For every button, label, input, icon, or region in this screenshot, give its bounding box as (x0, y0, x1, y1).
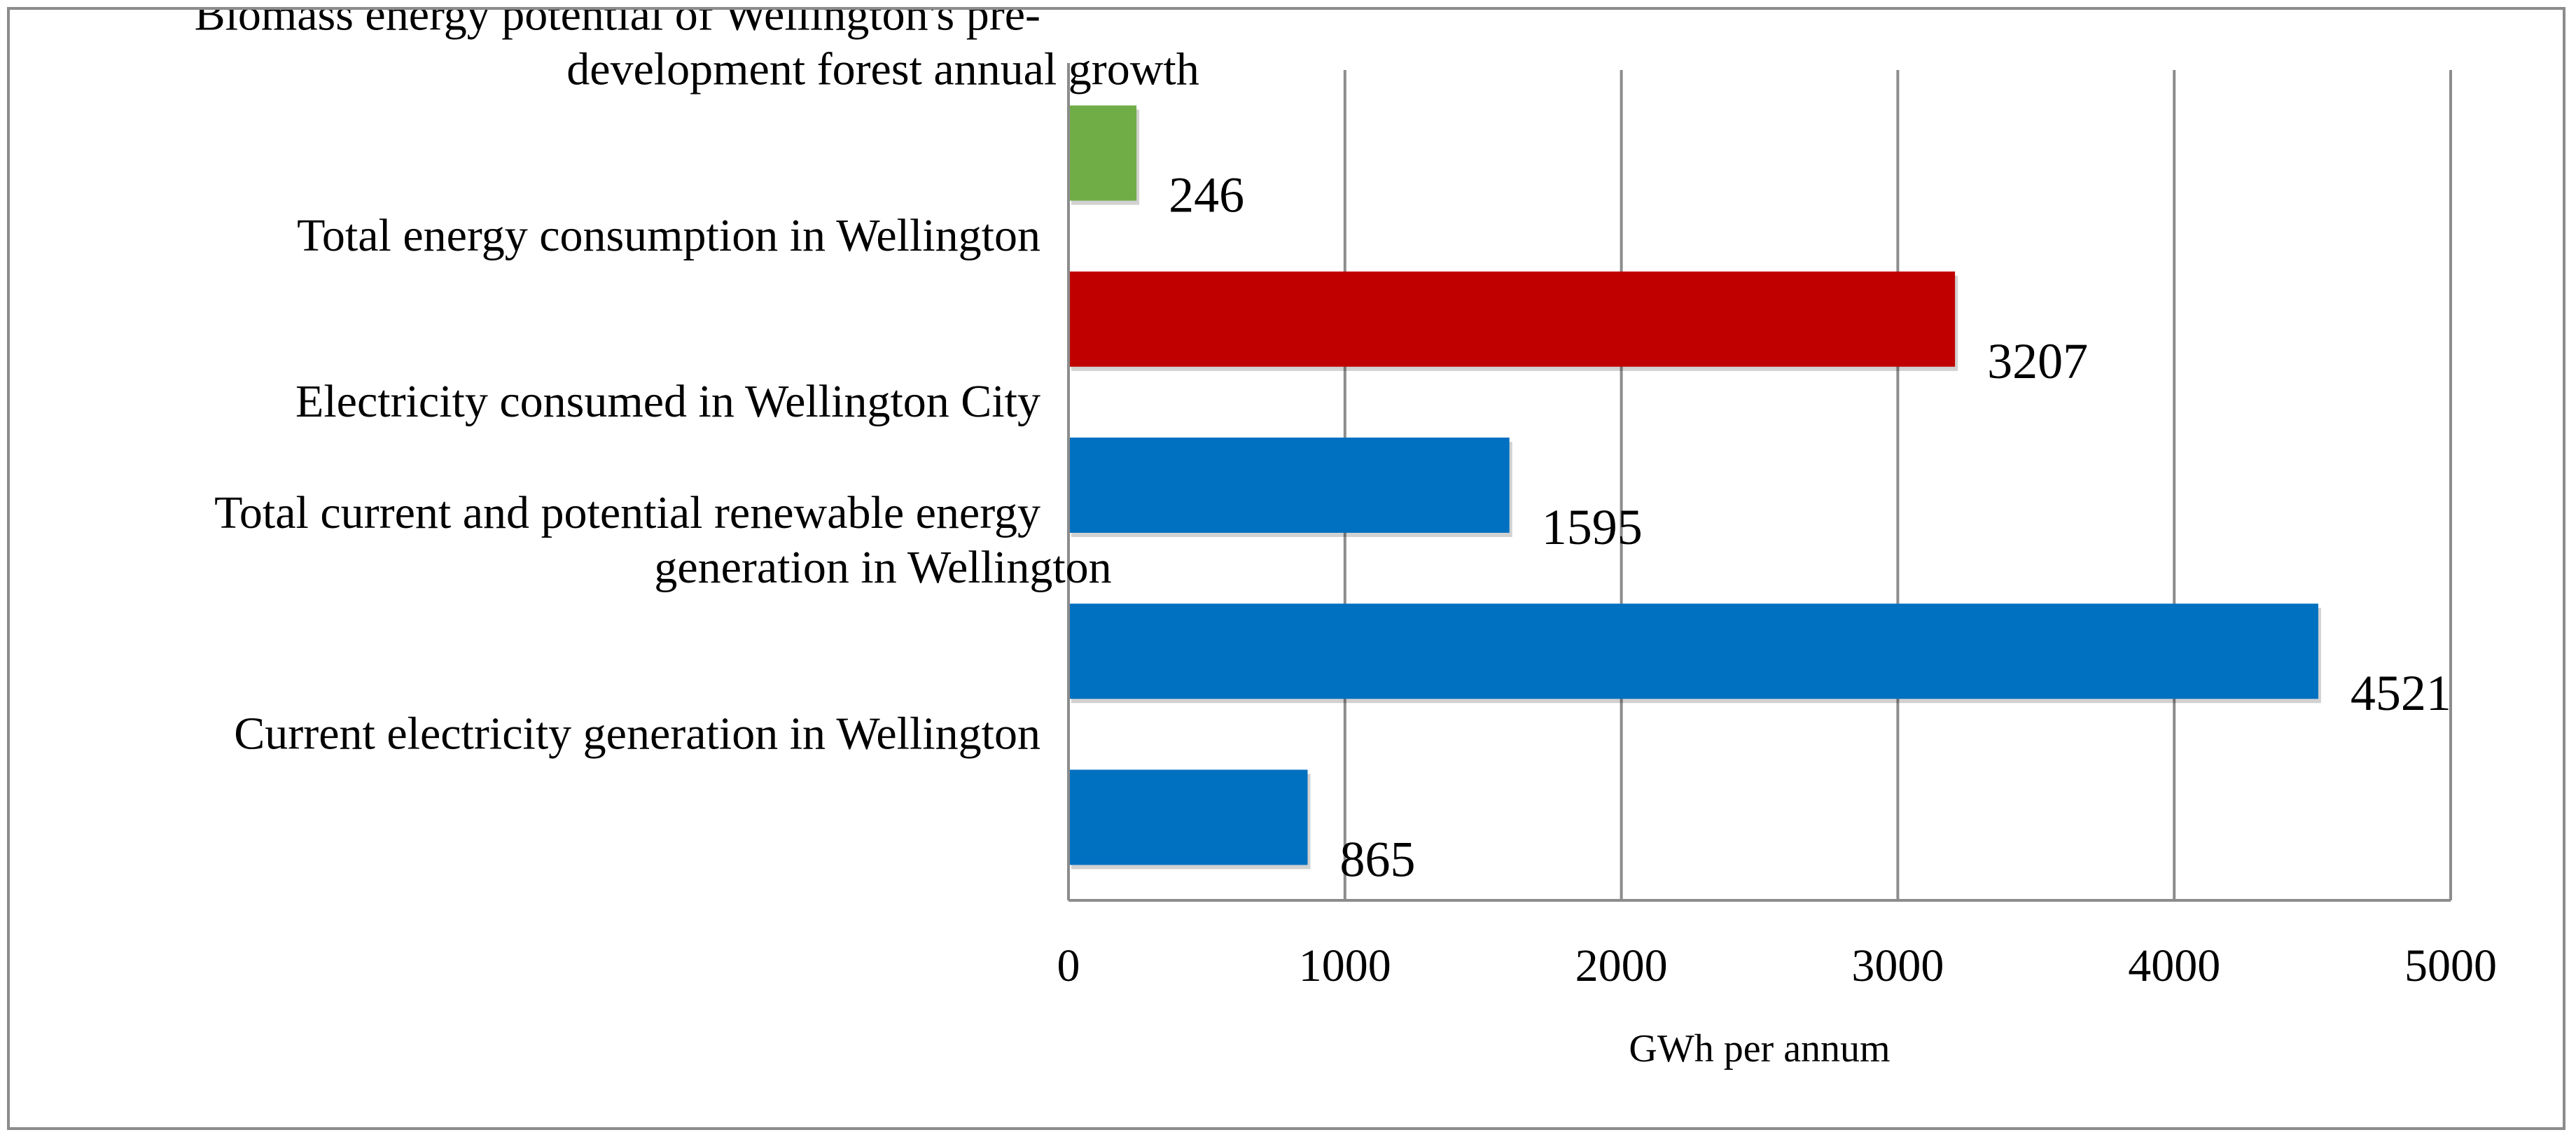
axes (1067, 63, 2451, 902)
x-tick-label: 2000 (1575, 940, 1668, 991)
value-label: 865 (1340, 831, 1416, 887)
category-label: Biomass energy potential of Wellington's… (195, 10, 1040, 41)
labels: 0 1000 2000 3000 4000 5000 865 Current electric… (195, 10, 2497, 1070)
value-label: 3207 (1987, 333, 2088, 389)
category-label: Current electricity generation in Wellin… (234, 708, 1040, 759)
category-label: Total energy consumption in Wellington (297, 210, 1040, 261)
bar-3 (1068, 271, 1956, 367)
bar-2 (1068, 438, 1510, 533)
bar-4 (1068, 105, 1137, 201)
x-tick-label: 5000 (2404, 940, 2497, 991)
category-label: Electricity consumed in Wellington City (295, 376, 1040, 427)
value-label: 1595 (1542, 499, 1643, 555)
category-label: Total current and potential renewable en… (214, 487, 1040, 538)
gridlines (1343, 70, 2452, 900)
x-tick-label: 3000 (1851, 940, 1944, 991)
bar-chart: 0 1000 2000 3000 4000 5000 865 Current electric… (195, 10, 2497, 1070)
bar-0 (1068, 769, 1308, 865)
bars (1068, 105, 2321, 870)
value-label: 246 (1169, 167, 1244, 223)
value-label: 4521 (2351, 665, 2451, 721)
bar-1 (1068, 604, 2318, 699)
category-label: generation in Wellington (654, 542, 1111, 593)
x-tick-label: 4000 (2128, 940, 2220, 991)
x-tick-label: 0 (1057, 940, 1080, 991)
category-label: development forest annual growth (566, 44, 1199, 95)
x-axis-title: GWh per annum (1629, 1027, 1890, 1070)
x-tick-label: 1000 (1299, 940, 1391, 991)
chart-frame: 0 1000 2000 3000 4000 5000 865 Current electric… (7, 7, 2565, 1130)
